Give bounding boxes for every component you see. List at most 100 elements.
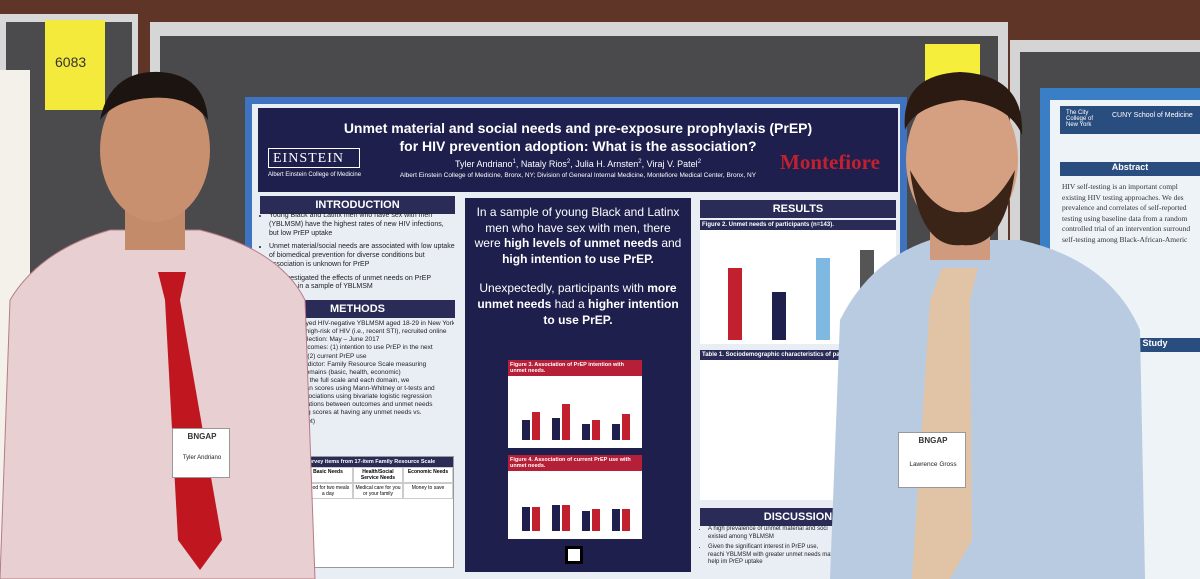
fig-bar [728,268,742,344]
table-title: Table 1. Sociodemographic characteristic… [700,350,896,360]
poster-header [258,108,898,192]
fig-bar [612,509,620,531]
methods-line: redictor: Family Resource Scale measurin… [302,360,427,368]
head-right [906,84,1018,236]
methods-line: ciations between outcomes and unmet need… [302,401,433,409]
abstract-line: self-testing among Black-African-Americ [1062,234,1188,244]
table-header: Health/Social Service Needs [353,467,403,483]
tie-left [158,272,222,570]
finding: Unexpectedly, participants with more unm… [472,281,684,328]
right-poster-banner: The City College of New York CUNY School… [1060,106,1200,134]
section-heading: METHODS [260,300,455,318]
tie-right [912,268,978,579]
table-grid: Basic Needs Health/Social Service Needs Ec… [303,467,453,499]
fig-bar [532,507,540,531]
author-name: Tyler Andriano [454,159,513,169]
discussion-bullet: Given the significant interest in PrEP u… [708,544,834,567]
author-name: Viraj V. Patel [646,159,698,169]
table-cell: Money to save [403,483,453,499]
finding-bold: high levels of unmet needs [503,236,658,251]
badge: BNGAP Lawrence Gross [898,432,966,488]
table-header: Economic Needs [403,467,453,483]
abstract-line: existing HIV testing approaches. We des [1062,192,1184,202]
figure-3-art [522,404,630,440]
logo-left: EINSTEIN [273,151,344,166]
methods-line: domains (basic, health, economic) [302,368,401,376]
figure-2: Figure 2. Unmet needs of participants (n… [700,220,896,344]
methods-line: ssociations using bivariate logistic reg… [302,393,432,401]
poster-affiliation: Albert Einstein College of Medicine, Bro… [399,172,757,179]
shirt-left [0,230,315,579]
finding-text: In a sample of young Black and Latinx me… [474,205,680,251]
fig-bar [562,404,570,440]
shirt-left-outline [0,229,316,579]
sticky-note: 6083 [45,20,105,110]
hair-right [904,72,1023,135]
finding-bold: more unmet needs [477,281,677,311]
badge-header: BNGAP [187,432,217,441]
finding-bold: high intention to use PrEP. [502,251,654,266]
methods-line: utcomes: (1) intention to use PrEP in th… [302,344,433,352]
methods-line: t high-risk of HIV (i.e., recent STI), r… [302,328,447,336]
abstract-text: HIV self-testing is an important compl ex… [1062,182,1200,245]
abstract-line: controlled trial of an intervention surr… [1062,224,1191,233]
author-sup: 2 [566,159,571,165]
shirt-right [830,240,1145,579]
author-name: Julia H. Arnsten [575,159,639,169]
methods-line: or the full scale and each domain, we [302,376,410,384]
logo-box: EINSTEIN [268,148,360,168]
fig-bar [582,511,590,531]
beard-right [910,170,1015,246]
poster-title: Unmet material and social needs and pre-… [343,120,813,136]
methods-line: ollection: May – June 2017 [302,336,380,344]
finding-text: Unexpectedly, participants with [479,281,648,296]
intro-bullet: Unmet material/social needs are associat… [269,243,455,269]
poster-title: for HIV prevention adoption: What is the… [399,138,757,154]
intro-bullet: Young Black and Latinx men who have sex … [269,212,455,238]
fig-bar [532,412,540,440]
finding-bold: higher intention to use PrEP. [543,296,679,327]
author-sup: 2 [697,159,702,165]
author-name: Nataly Rios [520,159,567,169]
fig-bar [772,292,786,344]
badge-name: Tyler Andriano [182,455,222,461]
methods-line: eyed HIV-negative YBLMSM aged 18-29 in N… [302,320,454,327]
sticky-note-text: 6083 [55,54,87,70]
qr-code [565,546,583,564]
logo-right: Montefiore [780,150,880,174]
right-logo: CUNY School of Medicine [1112,112,1193,119]
fig-bar [562,505,570,531]
badge-header: BNGAP [918,436,948,445]
author-sup: 2 [638,159,642,165]
discussion-list: A high prevalence of unmet material and … [694,526,834,570]
intro-list: Young Black and Latinx men who have sex … [255,212,455,297]
section-heading: INTRODUCTION [260,196,455,214]
fig-bar [592,420,600,440]
finding-text: had a [551,296,589,311]
hair-left [100,71,208,120]
abstract-line: HIV self-testing is an important compl [1062,182,1178,191]
abstract-line: prevalence and correlates of self-report… [1062,203,1187,212]
fig-bar [582,424,590,440]
figure-4: Figure 4. Association of current PrEP us… [508,455,642,539]
methods-line: ean scores using Mann-Whitney or t-tests… [302,385,435,392]
section-heading: Abstract [1060,162,1200,176]
right-logo: The City College of New York [1066,110,1094,128]
badge-name: Lawrence Gross [909,461,957,468]
figure-title: Figure 4. Association of current PrEP us… [508,455,642,471]
figure-title: Figure 3. Association of PrEP intention … [508,360,642,376]
discussion-bullet: A high prevalence of unmet material and … [708,526,834,541]
abstract-line: testing using baseline data from a rando… [1062,213,1188,223]
methods-line: ing scores at having any unmet needs vs. [302,409,422,417]
methods-table: Survey items from 17-item Family Resourc… [302,456,454,568]
logo-left-sub: Albert Einstein College of Medicine [268,172,362,178]
figure-4-art [522,505,630,531]
finding-text: and [658,236,682,251]
fig-bar [592,509,600,531]
badge: BNGAP Tyler Andriano [172,428,230,478]
table-title: Survey items from 17-item Family Resourc… [303,457,453,467]
fig-bar [522,420,530,440]
poster-authors: Tyler Andriano1, Nataly Rios2, Julia H. … [454,159,702,169]
key-findings: In a sample of young Black and Latinx me… [472,205,684,342]
